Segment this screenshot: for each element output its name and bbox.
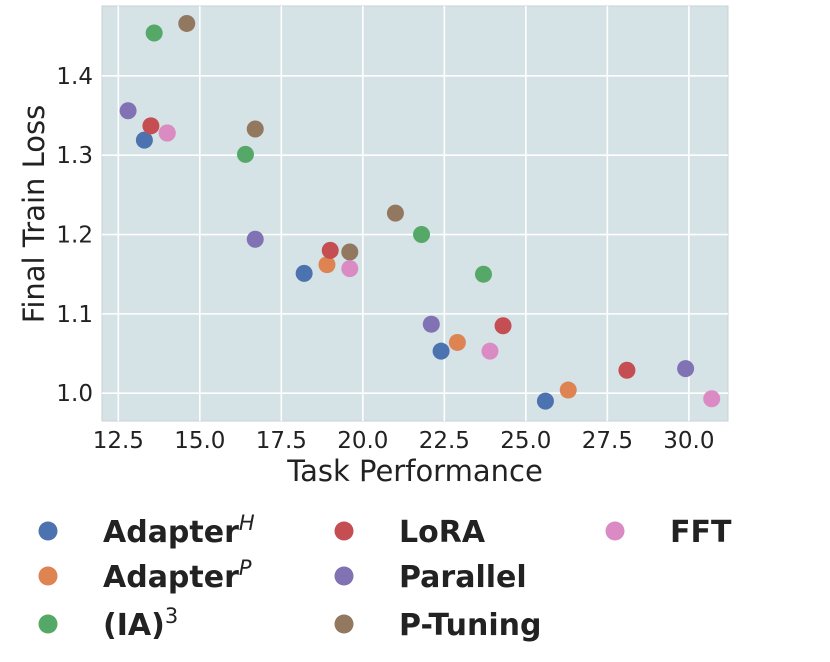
legend-marker-parallel <box>334 566 354 586</box>
legend-name: FFT <box>670 515 732 550</box>
legend-label-fft: FFT <box>670 515 732 550</box>
point-adapter-h <box>135 131 153 149</box>
x-axis-label: Task Performance <box>286 454 543 488</box>
point-lora <box>321 241 339 259</box>
y-tick-label: 1.3 <box>56 143 93 169</box>
data-points <box>119 14 721 410</box>
point-fft <box>481 342 499 360</box>
point-adapter-h <box>536 392 554 410</box>
point-fft <box>341 260 359 278</box>
point-adapter-h <box>432 342 450 360</box>
x-tick-label: 25.0 <box>500 428 551 454</box>
y-tick-label: 1.1 <box>56 302 93 328</box>
point-adapter-p <box>318 256 336 274</box>
legend-marker-fft <box>605 521 625 541</box>
x-tick-label: 30.0 <box>663 428 714 454</box>
legend-marker-p-tuning <box>334 614 354 634</box>
legend-name: P-Tuning <box>399 608 542 643</box>
y-tick-label: 1.2 <box>56 223 93 249</box>
legend: AdapterHAdapterP(IA)3LoRAParallelP-Tunin… <box>38 511 732 643</box>
legend-label-lora: LoRA <box>399 515 486 550</box>
legend-marker-ia-3 <box>38 614 58 634</box>
plot-area <box>101 5 729 422</box>
point-adapter-p <box>559 381 577 399</box>
y-tick-labels: 1.0 1.1 1.2 1.3 1.4 <box>56 64 93 407</box>
legend-label-adapter-h: AdapterH <box>103 511 255 550</box>
point-ia-3 <box>474 265 492 283</box>
point-lora <box>618 361 636 379</box>
y-axis-label: Final Train Loss <box>17 105 51 323</box>
x-tick-label: 12.5 <box>93 428 144 454</box>
x-tick-label: 17.5 <box>256 428 307 454</box>
legend-superscript: H <box>239 511 255 535</box>
point-ia-3 <box>236 145 254 163</box>
x-tick-labels: 12.5 15.0 17.5 20.0 22.5 25.0 27.5 30.0 <box>93 428 715 454</box>
legend-marker-adapter-h <box>38 521 58 541</box>
point-parallel <box>422 315 440 333</box>
point-parallel <box>119 102 137 120</box>
legend-label-ia-3: (IA)3 <box>103 604 178 643</box>
legend-label-parallel: Parallel <box>399 560 527 595</box>
legend-superscript: 3 <box>165 604 178 628</box>
legend-name: Parallel <box>399 560 527 595</box>
legend-name: (IA) <box>103 608 165 643</box>
legend-marker-adapter-p <box>38 566 58 586</box>
x-tick-label: 27.5 <box>582 428 633 454</box>
point-parallel <box>246 230 264 248</box>
legend-label-p-tuning: P-Tuning <box>399 608 542 643</box>
legend-label-adapter-p: AdapterP <box>103 556 252 595</box>
x-tick-label: 22.5 <box>419 428 470 454</box>
legend-superscript: P <box>239 556 252 580</box>
legend-name: Adapter <box>103 560 239 595</box>
point-p-tuning <box>246 120 264 138</box>
point-ia-3 <box>145 24 163 42</box>
y-tick-label: 1.0 <box>56 381 93 407</box>
point-p-tuning <box>178 14 196 32</box>
point-lora <box>494 317 512 335</box>
legend-name: LoRA <box>399 515 486 550</box>
point-fft <box>158 124 176 142</box>
point-p-tuning <box>341 243 359 261</box>
point-p-tuning <box>386 204 404 222</box>
point-adapter-p <box>448 333 466 351</box>
grid-lines <box>102 6 728 421</box>
legend-name: Adapter <box>103 515 239 550</box>
point-adapter-h <box>295 264 313 282</box>
legend-marker-lora <box>334 521 354 541</box>
point-parallel <box>677 360 695 378</box>
y-tick-label: 1.4 <box>56 64 93 90</box>
x-tick-label: 20.0 <box>337 428 388 454</box>
x-tick-label: 15.0 <box>174 428 225 454</box>
point-ia-3 <box>413 226 431 244</box>
point-fft <box>703 390 721 408</box>
point-lora <box>142 117 160 135</box>
